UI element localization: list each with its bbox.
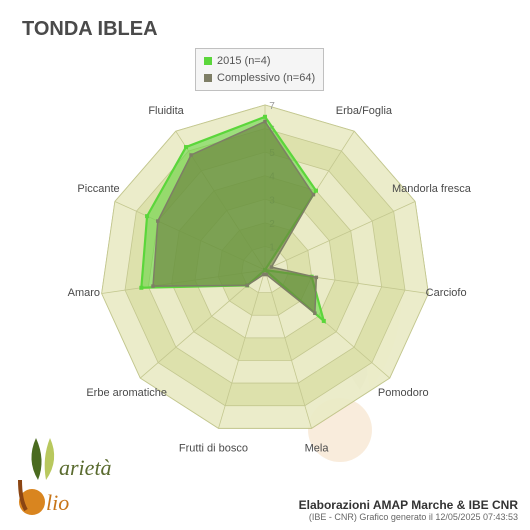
footer: Elaborazioni AMAP Marche & IBE CNR (IBE …: [299, 498, 518, 522]
footer-main: Elaborazioni AMAP Marche & IBE CNR: [299, 498, 518, 512]
svg-text:Fluidita: Fluidita: [148, 105, 184, 117]
svg-text:Mela: Mela: [305, 443, 330, 455]
logo-text-1: arietà: [59, 455, 112, 480]
leaf-dark-icon: [31, 438, 41, 480]
svg-text:Amaro: Amaro: [68, 287, 100, 299]
svg-text:Erbe aromatiche: Erbe aromatiche: [86, 387, 167, 399]
svg-text:Mandorla fresca: Mandorla fresca: [392, 183, 472, 195]
legend-marker-0: [204, 57, 212, 65]
legend-box: 2015 (n=4) Complessivo (n=64): [195, 48, 324, 91]
logo: arietà lio: [12, 430, 152, 520]
svg-text:7: 7: [269, 101, 275, 112]
leaf-light-icon: [45, 438, 55, 480]
legend-label-0: 2015 (n=4): [217, 53, 271, 70]
svg-text:Pomodoro: Pomodoro: [378, 387, 429, 399]
svg-text:Erba/Foglia: Erba/Foglia: [336, 105, 393, 117]
legend-item-0: 2015 (n=4): [204, 53, 315, 70]
legend-item-1: Complessivo (n=64): [204, 70, 315, 87]
radar-svg: 1234567FruttatoErba/FogliaMandorla fresc…: [0, 40, 530, 480]
chart-title: TONDA IBLEA: [22, 18, 158, 41]
footer-sub: (IBE - CNR) Grafico generato il 12/05/20…: [299, 512, 518, 522]
logo-text-2: lio: [46, 490, 69, 515]
legend-marker-1: [204, 74, 212, 82]
svg-text:Frutti di bosco: Frutti di bosco: [179, 443, 248, 455]
svg-text:Piccante: Piccante: [77, 183, 119, 195]
svg-text:Carciofo: Carciofo: [426, 287, 467, 299]
legend-label-1: Complessivo (n=64): [217, 70, 315, 87]
logo-svg: arietà lio: [12, 430, 152, 520]
radar-chart: 1234567FruttatoErba/FogliaMandorla fresc…: [0, 40, 530, 480]
